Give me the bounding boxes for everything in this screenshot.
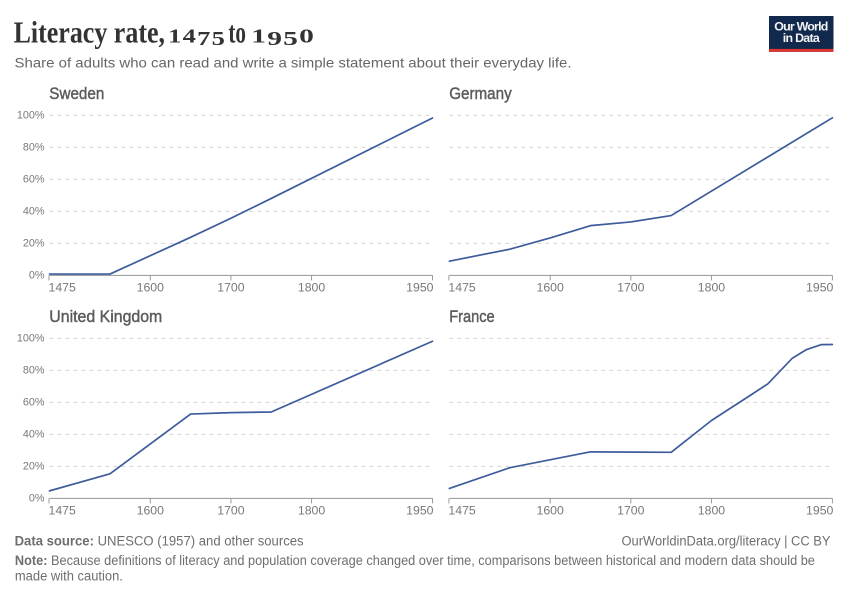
svg-text:Sweden: Sweden [49, 84, 104, 103]
svg-text:United Kingdom: United Kingdom [49, 307, 162, 326]
svg-text:Literacy rate,: Literacy rate, [14, 15, 165, 49]
svg-text:20%: 20% [23, 461, 45, 473]
svg-text:1: 1 [168, 25, 181, 47]
svg-text:1800: 1800 [298, 281, 326, 295]
svg-text:1700: 1700 [217, 504, 245, 518]
svg-text:to: to [228, 15, 246, 49]
svg-text:40%: 40% [23, 206, 45, 218]
svg-text:1600: 1600 [537, 281, 565, 295]
svg-text:0%: 0% [29, 270, 45, 282]
svg-text:1600: 1600 [537, 504, 565, 518]
svg-text:5: 5 [212, 28, 225, 50]
svg-text:France: France [449, 307, 495, 326]
svg-text:0: 0 [299, 25, 314, 47]
svg-text:80%: 80% [23, 142, 45, 154]
svg-text:made with caution.: made with caution. [15, 569, 123, 584]
svg-text:100%: 100% [17, 110, 45, 122]
svg-text:1: 1 [251, 25, 266, 47]
svg-text:1700: 1700 [617, 281, 645, 295]
svg-text:1800: 1800 [698, 504, 726, 518]
svg-text:1600: 1600 [137, 281, 165, 295]
svg-text:in Data: in Data [783, 31, 820, 45]
svg-text:Data source: UNESCO (1957) and: Data source: UNESCO (1957) and other sou… [15, 533, 304, 548]
svg-text:1950: 1950 [806, 281, 834, 295]
svg-text:1950: 1950 [406, 504, 434, 518]
svg-text:OurWorldinData.org/literacy |: OurWorldinData.org/literacy | CC BY [622, 534, 831, 549]
svg-text:60%: 60% [23, 397, 45, 409]
svg-text:40%: 40% [23, 429, 45, 441]
svg-text:1600: 1600 [137, 504, 165, 518]
svg-text:100%: 100% [17, 333, 45, 345]
svg-text:1800: 1800 [298, 504, 326, 518]
svg-text:1475: 1475 [448, 504, 476, 518]
svg-text:9: 9 [267, 28, 282, 50]
svg-text:4: 4 [183, 25, 196, 47]
svg-text:1950: 1950 [406, 281, 434, 295]
svg-text:1950: 1950 [806, 504, 834, 518]
svg-text:Germany: Germany [449, 84, 512, 103]
svg-text:5: 5 [283, 28, 298, 50]
svg-text:7: 7 [197, 28, 210, 50]
svg-text:Share of adults who can read a: Share of adults who can read and write a… [15, 55, 572, 71]
svg-text:1475: 1475 [49, 504, 77, 518]
svg-text:80%: 80% [23, 365, 45, 377]
svg-text:0%: 0% [29, 493, 45, 505]
svg-text:20%: 20% [23, 238, 45, 250]
svg-text:1475: 1475 [49, 281, 77, 295]
svg-text:1700: 1700 [217, 281, 245, 295]
svg-text:1475: 1475 [448, 281, 476, 295]
svg-text:Note: Because definitions of l: Note: Because definitions of literacy an… [15, 553, 815, 568]
svg-text:60%: 60% [23, 174, 45, 186]
svg-text:Our World: Our World [774, 20, 828, 34]
svg-text:1700: 1700 [617, 504, 645, 518]
svg-text:1800: 1800 [698, 281, 726, 295]
